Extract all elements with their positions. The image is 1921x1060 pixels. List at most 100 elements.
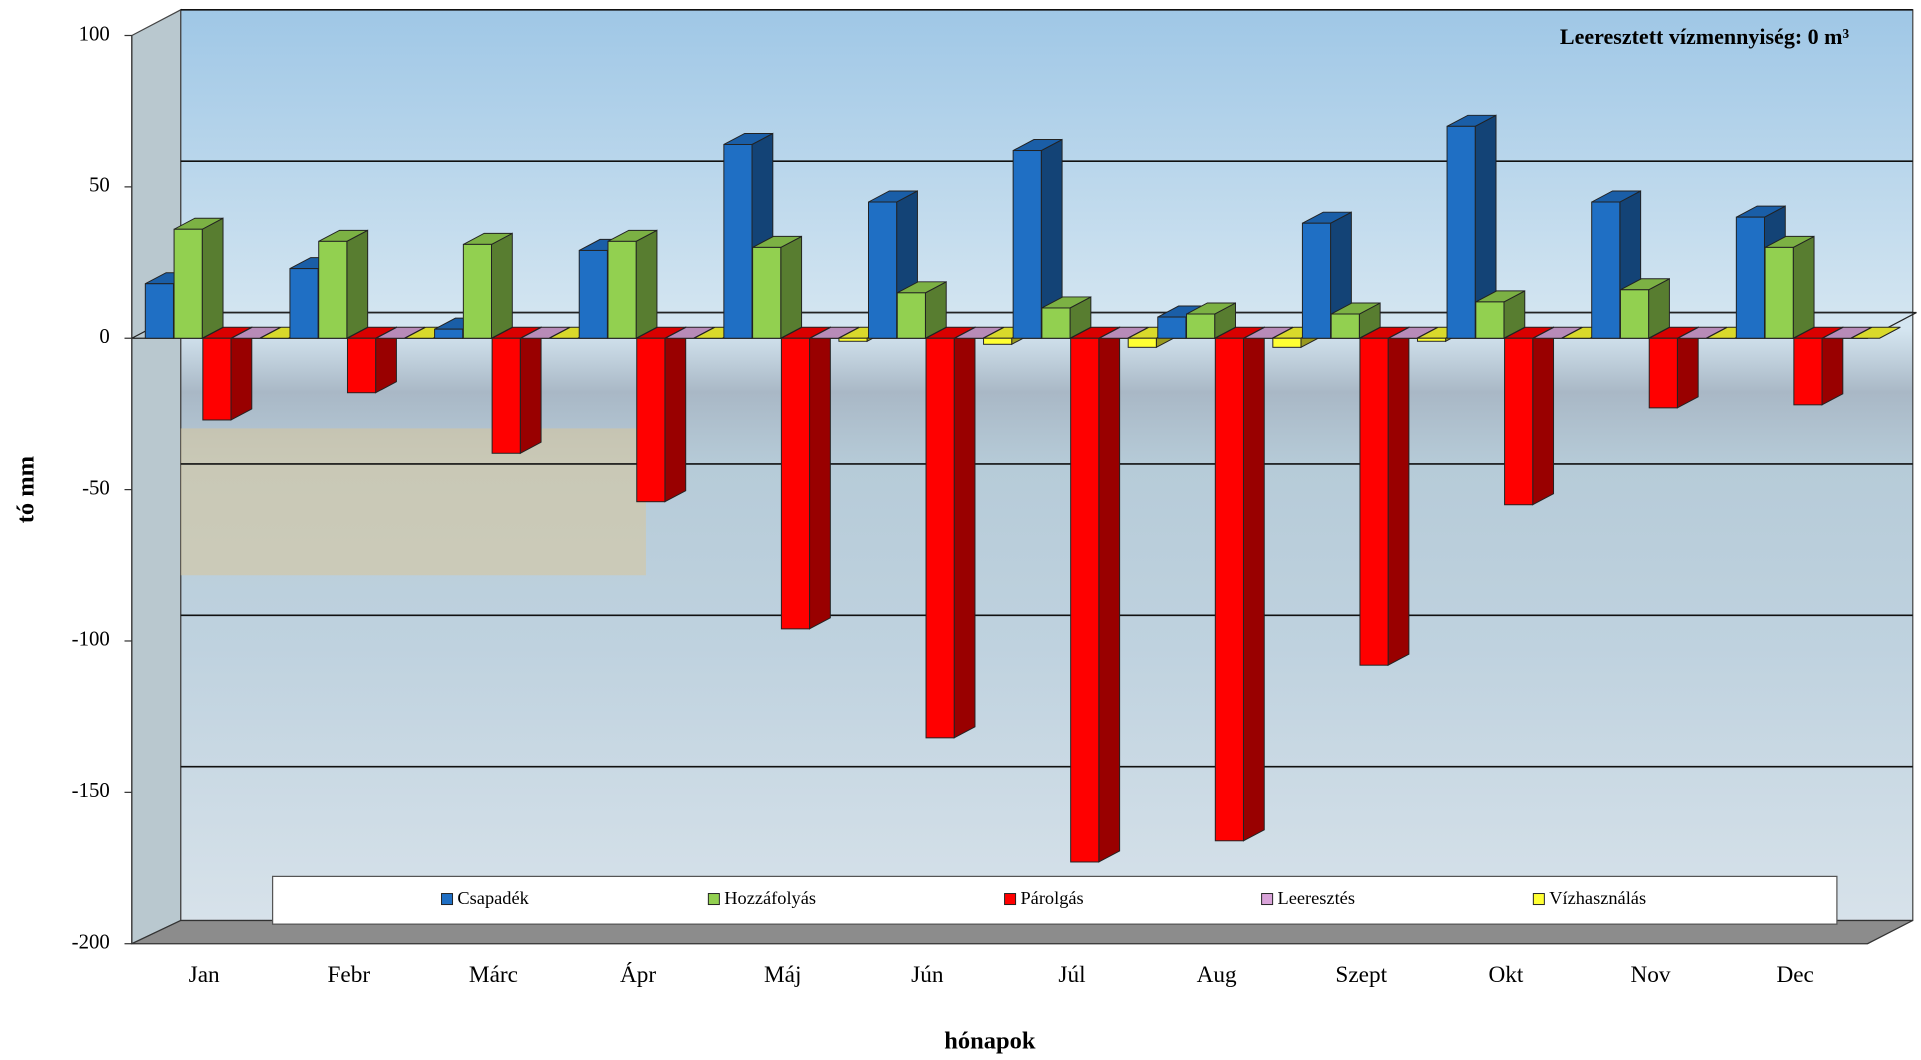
legend-swatch <box>1533 894 1544 905</box>
x-tick-label: Dec <box>1776 962 1813 988</box>
bar <box>608 230 657 338</box>
bar-front <box>608 241 636 338</box>
reeds <box>181 428 646 575</box>
bar-front <box>1158 317 1186 338</box>
x-tick-label: Márc <box>469 962 518 988</box>
legend-label: Csapadék <box>457 888 529 908</box>
bar-front <box>290 269 318 339</box>
x-tick-label: Ápr <box>620 962 656 988</box>
legend-swatch <box>442 894 453 905</box>
bar <box>637 327 686 501</box>
bar-front <box>174 229 202 338</box>
bar-side <box>231 327 252 420</box>
bar-front <box>1042 308 1070 338</box>
bar-side <box>491 233 512 338</box>
chart: Leeresztett vízmennyiség: 0 m³ hónapok t… <box>0 0 1921 1060</box>
bar <box>1215 327 1264 841</box>
legend-label: Párolgás <box>1020 888 1083 908</box>
bar-side <box>1099 327 1120 862</box>
bar-front <box>926 338 954 738</box>
bar-side <box>347 230 368 338</box>
bar-front <box>781 338 809 629</box>
bar-front <box>1620 290 1648 338</box>
bar <box>1649 327 1698 408</box>
x-tick-label: Jún <box>911 962 944 988</box>
annotation: Leeresztett vízmennyiség: 0 m³ <box>1560 24 1850 49</box>
x-tick-label: Szept <box>1335 962 1387 988</box>
bar-front <box>1360 338 1388 665</box>
bar-side <box>1243 327 1264 841</box>
bar-front <box>492 338 520 453</box>
x-tick-label: Okt <box>1488 962 1523 988</box>
bar-side <box>636 230 657 338</box>
x-tick-label: Júl <box>1058 962 1085 988</box>
bar-front <box>1215 338 1243 841</box>
x-tick-label: Jan <box>189 962 220 988</box>
legend-swatch <box>1005 894 1016 905</box>
bar-front <box>1447 126 1475 338</box>
bar-front <box>1273 338 1301 347</box>
bar <box>1794 327 1843 405</box>
bar-front <box>203 338 231 420</box>
bar-side <box>1822 327 1843 405</box>
bar-front <box>1592 202 1620 338</box>
bar-front <box>724 144 752 338</box>
x-tick-label: Febr <box>327 962 370 988</box>
bar-front <box>897 293 925 338</box>
y-tick-label: -50 <box>82 476 110 499</box>
bar-front <box>1331 314 1359 338</box>
x-axis-label: hónapok <box>944 1027 1036 1054</box>
bar-front <box>1476 302 1504 338</box>
bar-side <box>1388 327 1409 665</box>
bar-side <box>202 218 223 338</box>
bar-front <box>319 241 347 338</box>
bar-side <box>1677 327 1698 408</box>
bar <box>926 327 975 738</box>
bar-front <box>1128 338 1156 347</box>
x-tick-label: Nov <box>1631 962 1671 988</box>
legend-label: Leeresztés <box>1278 888 1355 908</box>
bar-side <box>1793 236 1814 338</box>
bar-front <box>1649 338 1677 408</box>
y-tick-label: -150 <box>72 779 110 802</box>
legend-label: Vízhasználás <box>1549 888 1646 908</box>
bar-front <box>1505 338 1533 505</box>
bar-front <box>145 284 173 338</box>
bar <box>897 282 946 338</box>
bar-side <box>1533 327 1554 505</box>
bar-front <box>463 244 491 338</box>
bar <box>203 327 252 420</box>
bar-front <box>1417 338 1445 341</box>
bar-front <box>435 329 463 338</box>
y-tick-label: 50 <box>89 174 110 197</box>
legend-label: Hozzáfolyás <box>724 888 816 908</box>
bar-front <box>753 247 781 338</box>
y-axis-label: tó mm <box>12 456 39 523</box>
x-tick-label: Aug <box>1197 962 1237 988</box>
bar <box>1071 327 1120 862</box>
bar <box>174 218 223 338</box>
bar-front <box>637 338 665 501</box>
bar <box>753 236 802 338</box>
x-tick-label: Máj <box>764 962 801 988</box>
bar <box>319 230 368 338</box>
bar-side <box>520 327 541 453</box>
y-tick-label: -200 <box>72 930 110 953</box>
bar-front <box>1071 338 1099 862</box>
side-wall <box>132 10 181 944</box>
bar-front <box>839 338 867 341</box>
bar <box>1360 327 1409 665</box>
y-tick-label: 100 <box>79 22 110 45</box>
y-tick-label: -100 <box>72 628 110 651</box>
bar-side <box>810 327 831 629</box>
bar <box>1620 279 1669 338</box>
bar-side <box>954 327 975 738</box>
bar-front <box>1302 223 1330 338</box>
bar <box>463 233 512 338</box>
bar-front <box>984 338 1012 344</box>
bar <box>1765 236 1814 338</box>
bar-front <box>579 250 607 338</box>
bar-side <box>781 236 802 338</box>
bar-front <box>1794 338 1822 405</box>
bar-front <box>868 202 896 338</box>
